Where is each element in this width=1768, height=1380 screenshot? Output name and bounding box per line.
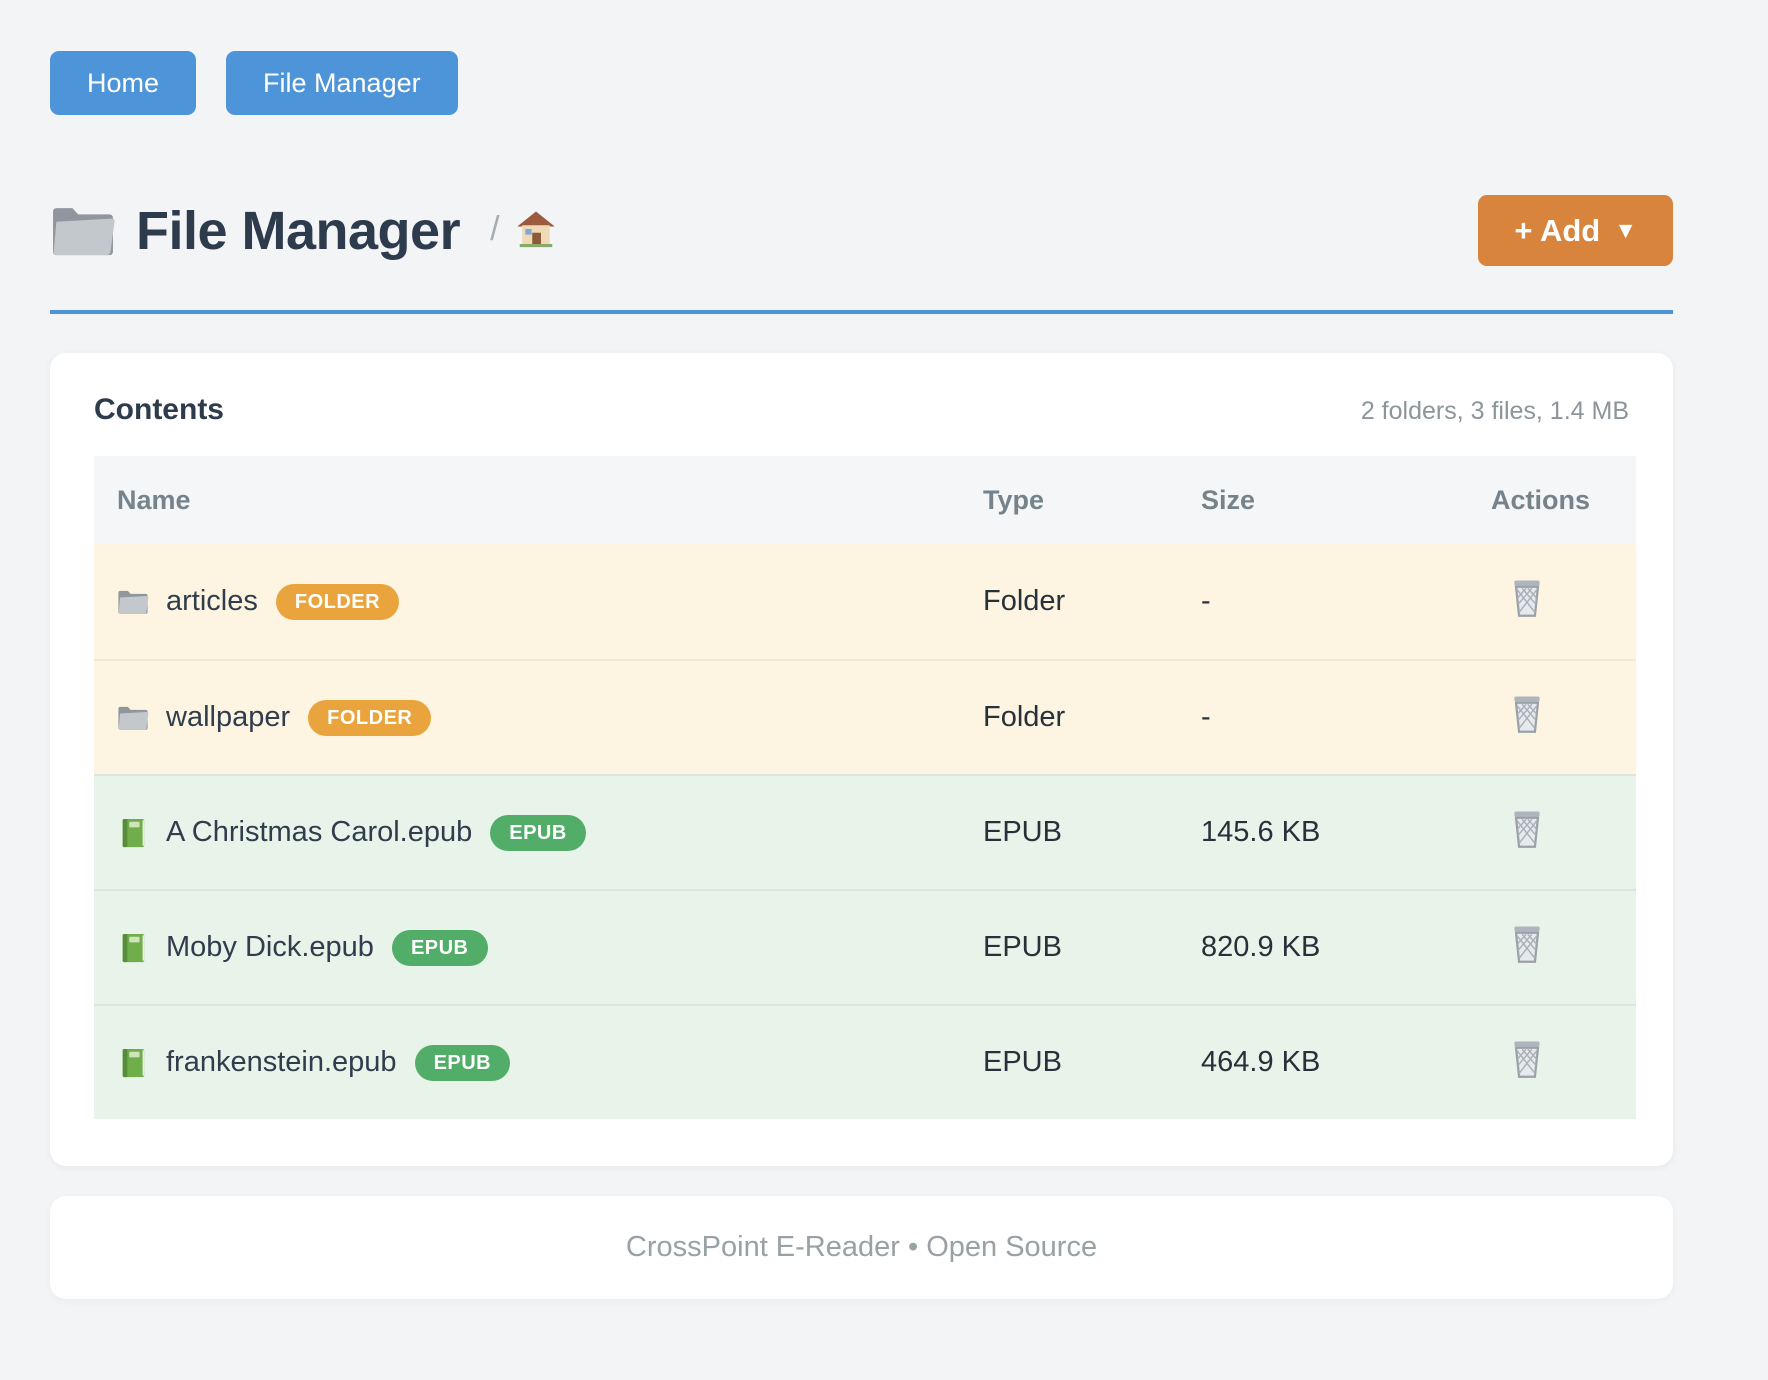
delete-button[interactable] (1507, 693, 1547, 735)
folder-title-icon (53, 207, 115, 255)
home-nav-button[interactable]: Home (50, 51, 197, 115)
delete-button[interactable] (1507, 808, 1547, 850)
header-divider (50, 310, 1673, 314)
file-type: EPUB (983, 816, 1062, 848)
file-name: wallpaper (166, 701, 291, 733)
file-name: articles (166, 585, 258, 617)
add-button[interactable]: + Add ▼ (1478, 195, 1673, 266)
file-type: EPUB (983, 931, 1062, 963)
file-table: Name Type Size Actions articles FOLDER F… (94, 456, 1636, 1119)
file-size: 820.9 KB (1201, 931, 1321, 963)
top-nav: Home File Manager (50, 0, 1673, 115)
trash-icon (1514, 926, 1540, 963)
breadcrumb-home-icon[interactable] (516, 209, 556, 249)
file-name: A Christmas Carol.epub (166, 816, 473, 848)
table-row[interactable]: Moby Dick.epub EPUB EPUB 820.9 KB (94, 889, 1636, 1004)
contents-title: Contents (94, 393, 224, 426)
file-badge: FOLDER (308, 699, 432, 736)
column-header-type: Type (983, 484, 1045, 515)
file-badge: FOLDER (275, 583, 400, 620)
table-row[interactable]: articles FOLDER Folder - (94, 544, 1636, 659)
contents-card: Contents 2 folders, 3 files, 1.4 MB Name… (50, 353, 1673, 1166)
delete-button[interactable] (1507, 923, 1547, 965)
footer: CrossPoint E-Reader • Open Source (50, 1196, 1673, 1299)
footer-text: CrossPoint E-Reader • Open Source (625, 1231, 1098, 1263)
table-row[interactable]: A Christmas Carol.epub EPUB EPUB 145.6 K… (94, 774, 1636, 889)
page-header: File Manager / + Add ▼ (50, 195, 1673, 266)
delete-button[interactable] (1507, 577, 1547, 619)
file-badge: EPUB (391, 929, 488, 966)
file-table-header: Name Type Size Actions (94, 456, 1636, 544)
book-icon (122, 818, 145, 847)
table-row[interactable]: wallpaper FOLDER Folder - (94, 659, 1636, 774)
book-icon (122, 933, 145, 962)
file-manager-nav-button[interactable]: File Manager (226, 51, 458, 115)
title-wrap: File Manager / (50, 200, 1478, 262)
file-badge: EPUB (414, 1044, 511, 1081)
file-size: 464.9 KB (1201, 1046, 1321, 1078)
folder-icon (118, 590, 149, 614)
add-button-label: + Add (1514, 212, 1601, 248)
folder-icon (118, 706, 149, 730)
breadcrumb-separator: / (490, 209, 500, 248)
book-icon (122, 1048, 145, 1077)
trash-icon (1514, 811, 1540, 848)
file-name: Moby Dick.epub (166, 931, 374, 963)
page: Home File Manager File Manager / + (50, 0, 1673, 1299)
trash-icon (1514, 580, 1540, 617)
breadcrumb: / (490, 209, 555, 253)
file-size: - (1201, 701, 1211, 733)
file-type: Folder (983, 585, 1066, 617)
file-table-body: articles FOLDER Folder - (94, 544, 1636, 1119)
file-size: - (1201, 585, 1211, 617)
file-type: EPUB (983, 1046, 1062, 1078)
table-row[interactable]: frankenstein.epub EPUB EPUB 464.9 KB (94, 1004, 1636, 1119)
contents-summary: 2 folders, 3 files, 1.4 MB (1360, 397, 1629, 425)
page-title: File Manager (136, 200, 461, 261)
file-badge: EPUB (490, 814, 586, 851)
contents-card-header: Contents 2 folders, 3 files, 1.4 MB (94, 393, 1629, 427)
trash-icon (1514, 696, 1540, 733)
file-type: Folder (983, 701, 1066, 733)
column-header-actions: Actions (1491, 484, 1591, 515)
file-size: 145.6 KB (1201, 816, 1321, 848)
delete-button[interactable] (1507, 1038, 1547, 1080)
trash-icon (1514, 1041, 1540, 1078)
add-caret-icon: ▼ (1614, 217, 1637, 243)
column-header-size: Size (1201, 484, 1256, 515)
column-header-name: Name (117, 484, 191, 515)
file-name: frankenstein.epub (166, 1046, 397, 1078)
